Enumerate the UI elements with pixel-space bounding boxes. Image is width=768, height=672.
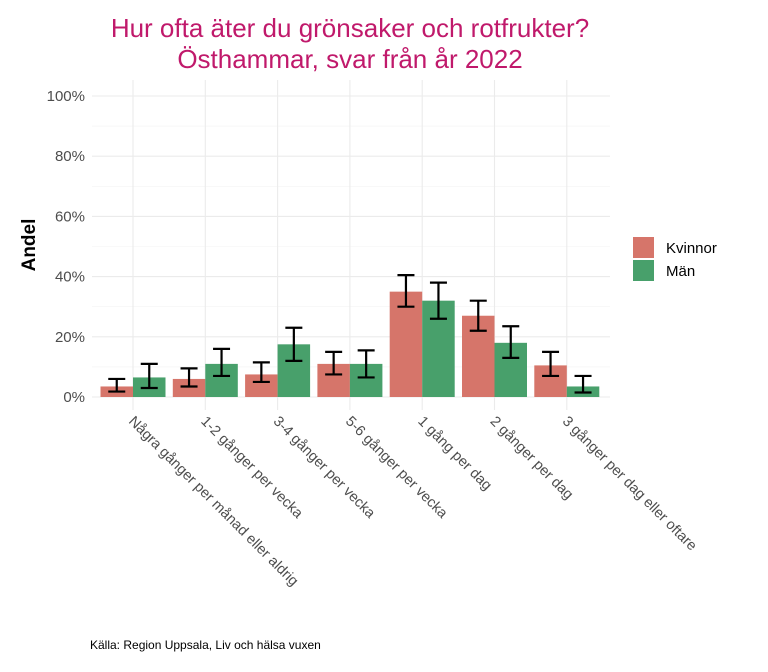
y-tick-label: 0% <box>63 389 85 406</box>
y-axis-title: Andel <box>19 219 40 272</box>
legend-swatch <box>633 260 654 281</box>
chart-subtitle: Östhammar, svar från år 2022 <box>177 44 522 74</box>
x-tick-label: 1 gång per dag <box>414 414 494 494</box>
y-axis: 0% 20% 40% 60% 80% 100% <box>47 88 85 406</box>
y-tick-label: 80% <box>55 148 85 165</box>
legend-label: Kvinnor <box>666 240 717 257</box>
error-bars <box>108 273 592 394</box>
y-tick-label: 40% <box>55 269 85 286</box>
legend-label: Män <box>666 263 695 280</box>
x-tick-label: 3 gånger per dag eller oftare <box>559 414 700 555</box>
bar-kvinnor <box>245 374 278 397</box>
y-tick-label: 20% <box>55 329 85 346</box>
chart-caption: Källa: Region Uppsala, Liv och hälsa vux… <box>90 638 321 652</box>
y-tick-label: 60% <box>55 208 85 225</box>
legend-swatch <box>633 237 654 258</box>
y-tick-label: 100% <box>47 88 85 105</box>
chart-title: Hur ofta äter du grönsaker och rotfrukte… <box>111 13 589 43</box>
legend: Kvinnor Män <box>633 237 717 281</box>
bar-kvinnor <box>389 291 423 397</box>
bar-kvinnor <box>172 378 206 397</box>
grid <box>92 80 610 410</box>
